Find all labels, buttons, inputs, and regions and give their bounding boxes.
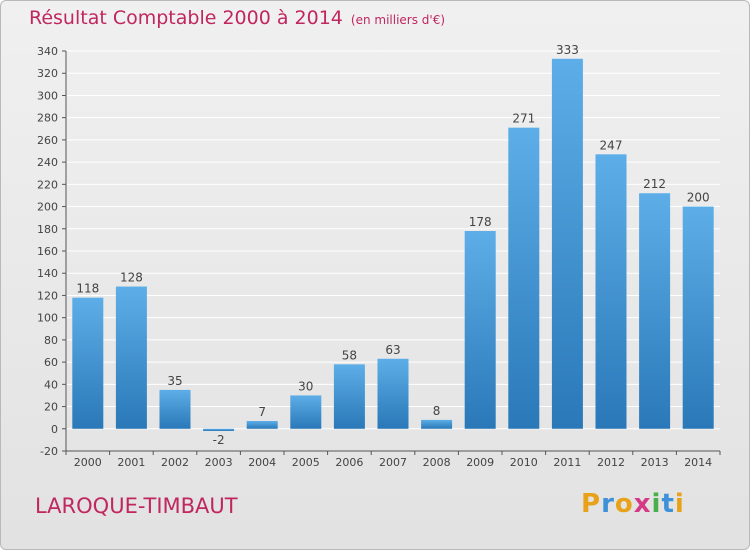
y-tick-label: 220: [37, 178, 58, 191]
bar-2007: [377, 358, 409, 429]
y-tick-label: 280: [37, 112, 58, 125]
y-tick-label: -20: [40, 445, 58, 458]
data-label: 118: [76, 282, 99, 296]
bars: [72, 58, 714, 431]
y-tick-label: 40: [44, 378, 58, 391]
data-label: 178: [469, 215, 492, 229]
bar-2010: [508, 127, 540, 429]
data-labels: 118 128 35 -2 7 30 58 63 8 178 271 333 247 212 200: [76, 43, 709, 447]
x-tick-label: 2003: [205, 456, 233, 469]
bar-2001: [115, 286, 147, 429]
x-tick-label: 2014: [684, 456, 712, 469]
place-name: LAROQUE-TIMBAUT: [35, 494, 238, 518]
y-tick-label: 300: [37, 89, 58, 102]
x-tick-label: 2008: [423, 456, 451, 469]
data-label: 35: [167, 374, 182, 388]
x-tick-label: 2000: [74, 456, 102, 469]
x-tick-label: 2002: [161, 456, 189, 469]
data-label: 7: [258, 405, 266, 419]
bar-2008: [421, 419, 453, 429]
y-tick-label: 80: [44, 334, 58, 347]
data-label: 247: [600, 138, 623, 152]
bar-2011: [551, 58, 583, 429]
y-tick-label: 260: [37, 134, 58, 147]
y-tick-label: 140: [37, 267, 58, 280]
x-tick-label: 2012: [597, 456, 625, 469]
x-tick-label: 2011: [553, 456, 581, 469]
bar-2012: [595, 154, 627, 429]
data-label: -2: [213, 433, 225, 447]
data-label: 30: [298, 379, 313, 393]
data-label: 271: [512, 112, 535, 126]
x-tick-label: 2010: [510, 456, 538, 469]
data-label: 128: [120, 271, 143, 285]
y-tick-label: 100: [37, 312, 58, 325]
bar-2014: [682, 206, 714, 429]
x-tick-label: 2009: [466, 456, 494, 469]
chart-title-text: Résultat Comptable 2000 à 2014: [29, 7, 343, 29]
data-label: 200: [687, 191, 710, 205]
x-tick-label: 2004: [248, 456, 276, 469]
data-label: 63: [385, 343, 400, 357]
bar-2000: [72, 297, 104, 429]
y-tick-label: 60: [44, 356, 58, 369]
y-tick-label: 340: [37, 45, 58, 58]
x-tick-label: 2007: [379, 456, 407, 469]
y-tick-label: 0: [51, 423, 58, 436]
y-tick-label: 120: [37, 289, 58, 302]
x-tick-label: 2006: [335, 456, 363, 469]
data-label: 333: [556, 43, 579, 57]
x-tick-label: 2005: [292, 456, 320, 469]
bar-2013: [639, 193, 671, 429]
bar-2005: [290, 395, 322, 429]
x-tick-label: 2001: [117, 456, 145, 469]
proxiti-logo: Proxiti: [581, 489, 685, 519]
y-tick-label: 160: [37, 245, 58, 258]
x-tick-label: 2013: [641, 456, 669, 469]
chart-title: Résultat Comptable 2000 à 2014 (en millie…: [29, 7, 445, 29]
chart-subtitle: (en milliers d'€): [350, 13, 446, 27]
y-tick-label: 200: [37, 201, 58, 214]
bar-2006: [333, 364, 365, 429]
y-tick-label: 240: [37, 156, 58, 169]
y-tick-label: 320: [37, 67, 58, 80]
data-label: 58: [342, 348, 357, 362]
data-label: 212: [643, 177, 666, 191]
bar-2003: [203, 428, 235, 431]
bar-2009: [464, 231, 496, 429]
bar-2002: [159, 389, 191, 429]
y-tick-label: 20: [44, 401, 58, 414]
bar-2004: [246, 421, 278, 429]
data-label: 8: [433, 404, 441, 418]
y-tick-label: 180: [37, 223, 58, 236]
axes: -20 0 20 40 60 80 100 120 140 160 180 200 220 240 260 2…: [37, 45, 721, 469]
